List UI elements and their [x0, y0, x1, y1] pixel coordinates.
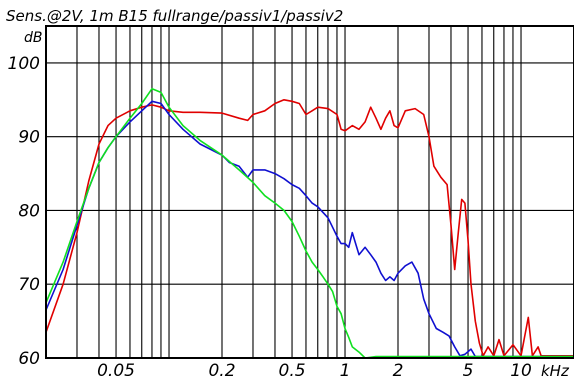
series-line-3: [46, 87, 574, 358]
y-axis-unit-label: dB: [24, 30, 43, 46]
x-tick-label: 5: [463, 361, 474, 381]
x-tick-label: 1: [340, 361, 351, 381]
plot-series: [46, 87, 574, 358]
series-line-1: [46, 99, 574, 357]
x-axis-unit-label: kHz: [541, 362, 570, 380]
y-tick-label: 70: [18, 275, 40, 295]
x-tick-label: 0.05: [97, 361, 135, 381]
plot-grid: [46, 26, 574, 358]
x-tick-label: 0.5: [279, 361, 306, 381]
y-tick-label: 90: [18, 128, 40, 148]
x-tick-label: 0.2: [208, 361, 235, 381]
chart-title: Sens.@2V, 1m B15 fullrange/passiv1/passi…: [6, 7, 343, 25]
plot-frame: [45, 25, 574, 359]
y-tick-label: 100: [8, 54, 40, 74]
x-tick-label: 2: [393, 361, 404, 381]
x-axis-tick-labels: 0.05 0.2 0.5 1 2 5 10: [97, 361, 532, 381]
series-line-2: [46, 100, 574, 358]
x-tick-label: 10: [510, 361, 532, 381]
y-tick-label: 60: [18, 349, 40, 369]
y-tick-label: 80: [18, 201, 40, 221]
y-axis-tick-labels: 60 70 80 90 100: [8, 54, 40, 369]
